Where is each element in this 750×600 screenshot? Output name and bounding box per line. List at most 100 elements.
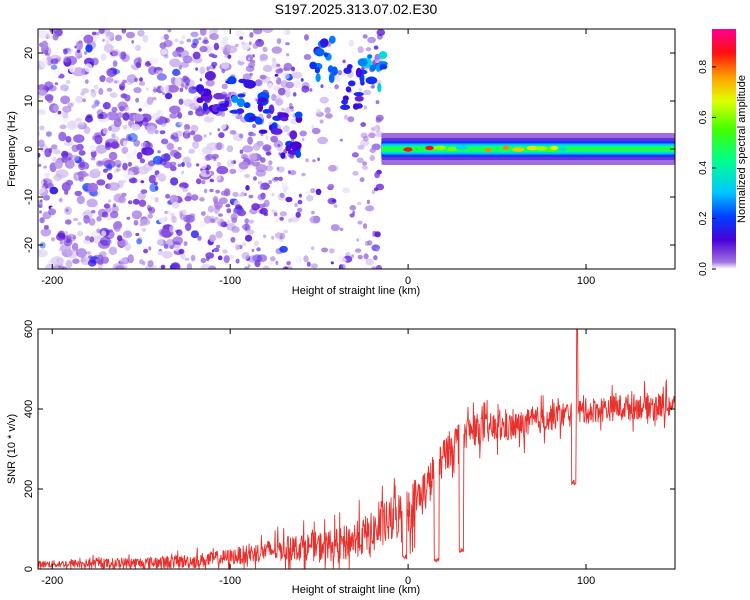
- heatmap-speckle: [292, 80, 302, 89]
- heatmap-speckle: [179, 87, 184, 93]
- heatmap-speckle: [242, 73, 252, 81]
- heatmap-speckle: [195, 67, 199, 71]
- heatmap-speckle: [38, 178, 44, 187]
- heatmap-speckle: [316, 108, 322, 114]
- heatmap-speckle: [134, 77, 138, 83]
- heatmap-speckle: [126, 79, 134, 86]
- x-tick-label: -200: [41, 275, 63, 287]
- heatmap-speckle: [211, 61, 218, 67]
- heatmap-speckle: [267, 82, 273, 91]
- heatmap-speckle: [131, 124, 141, 131]
- heatmap-speckle: [221, 46, 225, 51]
- heatmap-speckle: [38, 225, 45, 230]
- heatmap-speckle: [82, 98, 86, 103]
- heatmap-speckle: [139, 158, 146, 164]
- heatmap-speckle: [90, 156, 96, 161]
- heatmap-speckle: [182, 188, 189, 193]
- heatmap-patch: [348, 80, 356, 87]
- snr-ticks: -200 -100 0 100 0 200 400 600: [23, 320, 675, 587]
- heatmap-speckle: [146, 96, 154, 105]
- colorbar-label: Normalized spectral amplitude: [736, 75, 748, 223]
- heatmap-speckle: [203, 215, 212, 224]
- heatmap-speckle: [271, 46, 283, 54]
- heatmap-speckle: [312, 159, 316, 163]
- heatmap-speckle: [375, 117, 382, 123]
- heatmap-speckle: [151, 112, 160, 121]
- heatmap-speckle: [178, 122, 183, 126]
- heatmap-speckle: [273, 206, 280, 211]
- heatmap-speckle: [102, 38, 105, 42]
- heatmap-speckle: [127, 133, 138, 142]
- heatmap-speckle: [268, 261, 273, 265]
- heatmap-speckle: [127, 200, 133, 205]
- heatmap-speckle: [190, 254, 196, 262]
- y-tick-label: 600: [23, 320, 35, 338]
- heatmap-patch: [204, 71, 216, 81]
- heatmap-speckle: [206, 153, 213, 161]
- heatmap-speckle: [154, 197, 159, 203]
- heatmap-speckle: [75, 95, 84, 104]
- heatmap-speckle: [229, 168, 237, 174]
- heatmap-speckle: [191, 194, 199, 201]
- heatmap-speckle: [95, 101, 100, 105]
- heatmap-speckle: [178, 248, 185, 255]
- heatmap-patch: [323, 52, 329, 58]
- heatmap-speckle: [176, 186, 186, 195]
- heatmap-speckle: [175, 229, 180, 233]
- heatmap-speckle: [179, 40, 184, 45]
- heatmap-speckle: [362, 135, 369, 142]
- heatmap-speckle: [226, 220, 231, 225]
- heatmap-speckle: [265, 165, 274, 172]
- heatmap-speckle: [87, 182, 99, 193]
- heatmap-speckle: [45, 263, 54, 269]
- heatmap-speckle: [199, 66, 206, 74]
- heatmap-patch: [237, 93, 246, 98]
- heatmap-speckle: [277, 166, 285, 173]
- y-tick-label: 0: [23, 566, 35, 572]
- heatmap-speckle: [246, 229, 255, 235]
- colorbar-tick-label: 0.4: [698, 161, 709, 175]
- heatmap-speckle: [54, 82, 59, 86]
- heatmap-speckle: [58, 66, 66, 74]
- heatmap-speckle: [282, 72, 290, 80]
- heatmap-speckle: [153, 181, 158, 186]
- x-tick-label: 0: [405, 575, 411, 587]
- heatmap-speckle: [60, 95, 71, 105]
- heatmap-speckle: [228, 91, 232, 96]
- heatmap-speckle: [160, 36, 166, 40]
- heatmap-speckle: [211, 174, 221, 181]
- heatmap-speckle: [125, 229, 132, 237]
- heatmap-speckle: [98, 29, 105, 35]
- heatmap-speckle: [213, 42, 220, 51]
- heatmap-speckle: [248, 255, 258, 263]
- heatmap-speckle: [262, 64, 273, 73]
- heatmap-speckle: [74, 190, 82, 196]
- y-tick-label: 400: [23, 400, 35, 418]
- heatmap-speckle: [225, 203, 231, 208]
- heatmap-speckle: [175, 71, 181, 76]
- heatmap-speckle: [137, 192, 146, 200]
- heatmap-speckle: [249, 187, 255, 194]
- heatmap-speckle: [226, 208, 232, 214]
- heatmap-speckle: [275, 260, 279, 266]
- heatmap-speckle: [163, 34, 169, 40]
- heatmap-speckle: [285, 89, 291, 98]
- heatmap-speckle: [80, 257, 86, 263]
- heatmap-speckle: [249, 32, 254, 38]
- heatmap-speckle: [90, 150, 97, 158]
- heatmap-patch: [331, 66, 338, 76]
- heatmap-speckle: [213, 247, 220, 253]
- steady-line-hotspot: [433, 145, 447, 150]
- heatmap-speckle: [162, 228, 171, 237]
- heatmap-patch: [357, 58, 368, 67]
- heatmap-speckle: [342, 59, 346, 64]
- heatmap-speckle: [169, 194, 179, 204]
- heatmap-speckle: [177, 112, 183, 119]
- heatmap-speckle: [164, 92, 173, 100]
- x-tick-label: 0: [405, 275, 411, 287]
- heatmap-speckle: [251, 248, 255, 253]
- heatmap-speckle: [105, 142, 111, 148]
- heatmap-speckle: [276, 38, 282, 45]
- heatmap-speckle: [69, 154, 80, 161]
- heatmap-patch: [379, 64, 388, 70]
